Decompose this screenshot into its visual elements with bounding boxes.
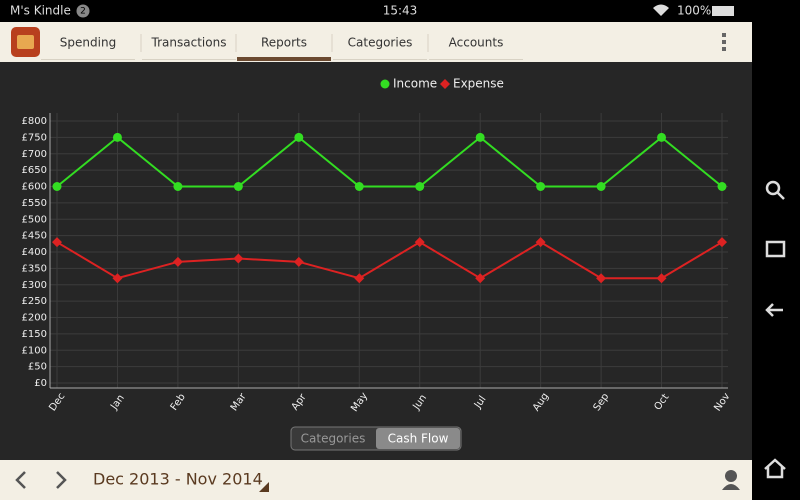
point (415, 182, 425, 191)
point (293, 256, 304, 267)
legend-marker (380, 79, 390, 89)
search-icon[interactable] (765, 180, 781, 196)
overflow-menu[interactable] (722, 33, 726, 51)
profile-icon-body (722, 484, 740, 490)
toggle-option[interactable]: Categories (301, 432, 366, 446)
point (233, 182, 243, 191)
footer (0, 460, 752, 500)
point (52, 237, 62, 248)
point (294, 132, 304, 142)
point (717, 182, 727, 191)
date-range[interactable]: Dec 2013 - Nov 2014 (93, 470, 263, 489)
point (596, 182, 606, 191)
point (717, 237, 727, 248)
battery-icon (712, 6, 734, 16)
tab[interactable]: Categories (348, 36, 413, 50)
y-tick-label: £600 (22, 182, 47, 193)
point (112, 132, 122, 142)
y-tick-label: £150 (22, 329, 47, 340)
y-tick-label: £500 (22, 214, 47, 225)
tab[interactable]: Reports (261, 36, 307, 50)
profile-icon[interactable] (725, 470, 737, 482)
toggle-option[interactable]: Cash Flow (388, 432, 449, 446)
point (414, 237, 425, 248)
point (112, 273, 123, 284)
point (657, 132, 667, 142)
toggle-active (376, 428, 460, 449)
y-tick-label: £550 (22, 198, 47, 209)
badge-bg (76, 4, 90, 18)
status-bar (0, 0, 752, 22)
y-tick-label: £250 (22, 296, 47, 307)
tab[interactable]: Accounts (449, 36, 504, 50)
y-tick-label: £300 (22, 280, 47, 291)
tab[interactable]: Transactions (151, 36, 227, 50)
y-tick-label: £700 (22, 149, 47, 160)
menu-icon[interactable] (765, 240, 786, 258)
y-tick-label: £800 (22, 116, 47, 127)
series-line (56, 136, 723, 188)
range-dropdown[interactable] (259, 482, 269, 492)
series-line (56, 241, 723, 280)
point (475, 273, 486, 284)
wifi-icon (653, 4, 669, 16)
y-tick-label: £350 (22, 263, 47, 274)
point (656, 273, 667, 284)
y-tick-label: £200 (22, 313, 47, 324)
legend-marker (440, 79, 450, 89)
y-tick-label: £450 (22, 231, 47, 242)
tab[interactable]: Spending (60, 36, 116, 50)
point (172, 256, 183, 267)
point (354, 273, 365, 284)
y-tick-label: £650 (22, 165, 47, 176)
point (233, 253, 244, 264)
next-button[interactable] (56, 471, 67, 489)
nav-icons (764, 180, 786, 479)
tab-underline (41, 59, 135, 60)
legend-label: Expense (453, 77, 504, 91)
point (475, 132, 485, 142)
point (173, 182, 183, 191)
badge: 2 (80, 7, 86, 17)
y-tick-label: £0 (34, 378, 47, 389)
nav-bar (752, 0, 800, 500)
prev-button[interactable] (15, 471, 26, 489)
point (354, 182, 364, 191)
app-icon-wallet (17, 35, 34, 49)
tab-underline (237, 57, 331, 61)
point (535, 237, 546, 248)
y-tick-label: £50 (28, 362, 47, 373)
battery: 100% (677, 4, 711, 18)
point (52, 182, 62, 191)
tab-underline (429, 59, 523, 60)
device-name: M's Kindle (10, 4, 71, 18)
legend-label: Income (393, 77, 437, 91)
point (536, 182, 546, 191)
y-tick-label: £750 (22, 132, 47, 143)
clock: 15:43 (383, 4, 418, 18)
back-icon[interactable] (765, 303, 783, 317)
tab-underline (142, 59, 236, 60)
y-tick-label: £100 (22, 345, 47, 356)
tab-bar (0, 22, 752, 62)
home-icon[interactable] (764, 458, 786, 479)
y-tick-label: £400 (22, 247, 47, 258)
point (596, 273, 607, 284)
tab-underline (333, 59, 427, 60)
